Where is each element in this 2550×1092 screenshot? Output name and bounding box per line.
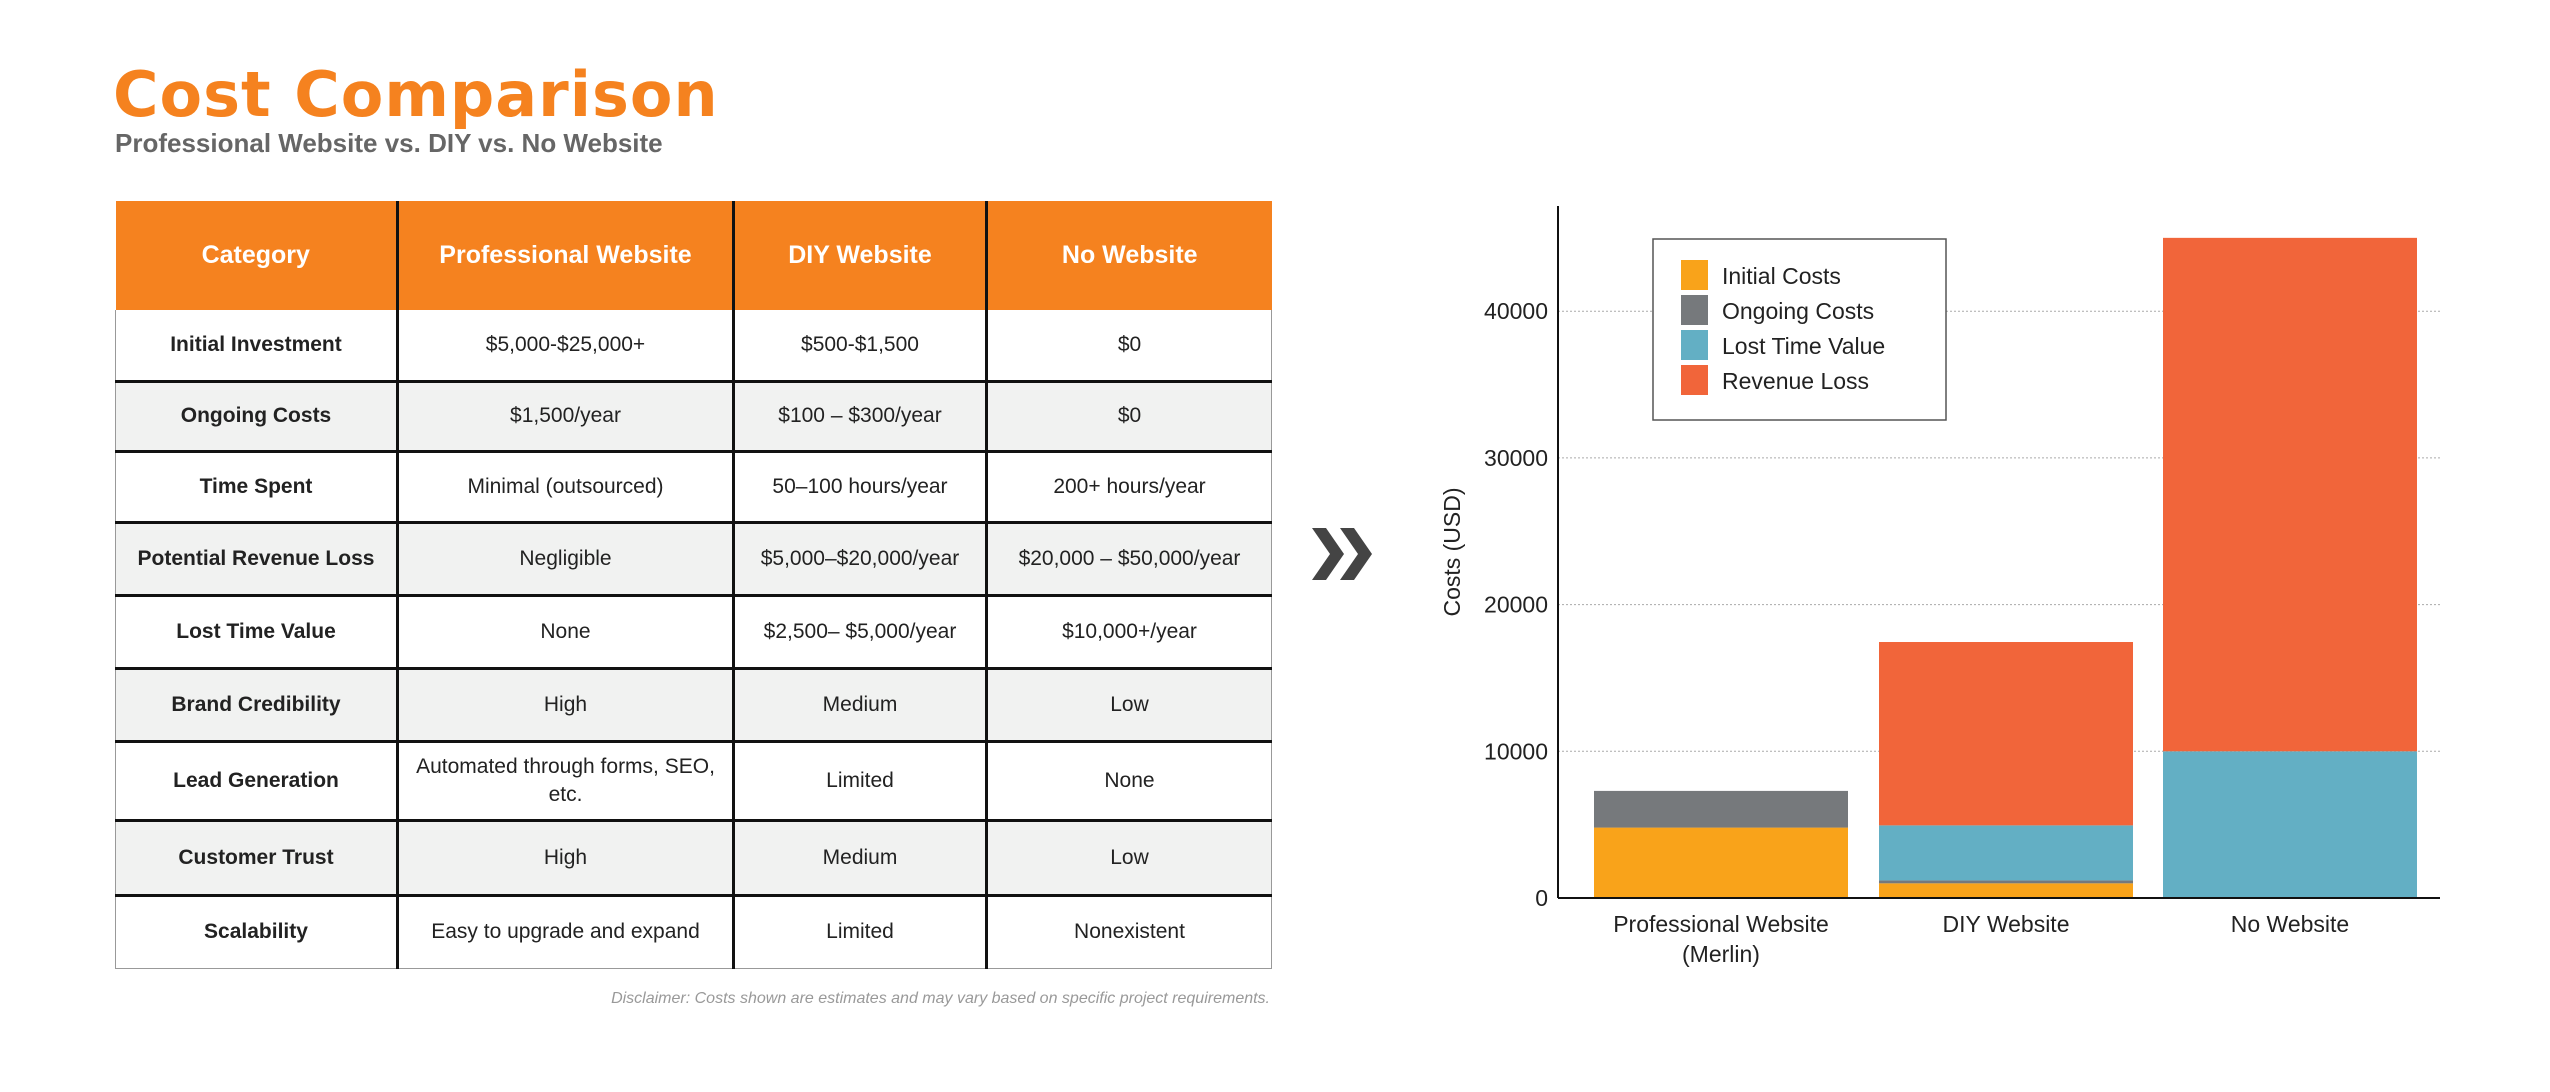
row-category: Potential Revenue Loss bbox=[115, 522, 399, 597]
table-cell: $100 – $300/year bbox=[732, 381, 988, 453]
table-cell: $20,000 – $50,000/year bbox=[985, 522, 1272, 597]
row-category: Time Spent bbox=[115, 451, 399, 524]
table-cell: High bbox=[396, 668, 735, 743]
table-cell: $2,500– $5,000/year bbox=[732, 595, 988, 670]
page-subtitle: Professional Website vs. DIY vs. No Webs… bbox=[115, 128, 663, 158]
double-chevron-right-icon bbox=[1312, 528, 1372, 580]
table-row: Initial Investment $5,000-$25,000+ $500-$1… bbox=[115, 310, 1272, 383]
column-header: DIY Website bbox=[732, 201, 987, 310]
table-row: Customer Trust High Medium Low bbox=[115, 820, 1272, 897]
column-header: No Website bbox=[985, 201, 1272, 310]
table-cell: $500-$1,500 bbox=[732, 310, 988, 383]
y-tick-label: 10000 bbox=[1484, 738, 1548, 764]
table-row: Lead Generation Automated through forms, … bbox=[115, 741, 1272, 822]
table-cell: Minimal (outsourced) bbox=[396, 451, 735, 524]
legend-label: Ongoing Costs bbox=[1722, 298, 1874, 324]
table-cell: 50–100 hours/year bbox=[732, 451, 988, 524]
y-tick-label: 40000 bbox=[1484, 298, 1548, 324]
column-header: Category bbox=[115, 201, 398, 310]
row-category: Ongoing Costs bbox=[115, 381, 399, 453]
table-cell: $5,000–$20,000/year bbox=[732, 522, 988, 597]
legend-label: Revenue Loss bbox=[1722, 368, 1869, 394]
x-tick-label: Professional Website bbox=[1613, 911, 1829, 937]
row-category: Customer Trust bbox=[115, 820, 399, 897]
table-cell: Medium bbox=[732, 668, 988, 743]
table-cell: None bbox=[985, 741, 1272, 822]
bar-segment-initial-costs bbox=[1879, 883, 2133, 898]
table-cell: $0 bbox=[985, 381, 1272, 453]
row-category: Lead Generation bbox=[115, 741, 399, 822]
legend-swatch bbox=[1681, 330, 1708, 360]
table-cell: Negligible bbox=[396, 522, 735, 597]
legend-label: Initial Costs bbox=[1722, 263, 1841, 289]
table-cell: Automated through forms, SEO, etc. bbox=[396, 741, 735, 822]
y-tick-label: 20000 bbox=[1484, 592, 1548, 618]
x-tick-label: DIY Website bbox=[1943, 911, 2070, 937]
bar-segment-revenue-loss bbox=[1879, 642, 2133, 826]
comparison-table: Category Professional Website DIY Website N… bbox=[115, 201, 1272, 969]
table-cell: Easy to upgrade and expand bbox=[396, 895, 735, 969]
table-cell: Limited bbox=[732, 895, 988, 969]
table-cell: $0 bbox=[985, 310, 1272, 383]
x-tick-label: No Website bbox=[2231, 911, 2349, 937]
table-row: Brand Credibility High Medium Low bbox=[115, 668, 1272, 743]
legend-swatch bbox=[1681, 295, 1708, 325]
bar-segment-lost-time-value bbox=[1879, 825, 2133, 881]
table-cell: Limited bbox=[732, 741, 988, 822]
legend-label: Lost Time Value bbox=[1722, 333, 1885, 359]
row-category: Lost Time Value bbox=[115, 595, 399, 670]
bar-segment-revenue-loss bbox=[2163, 237, 2417, 752]
table-cell: $1,500/year bbox=[396, 381, 735, 453]
legend-swatch bbox=[1681, 365, 1708, 395]
bar-segment-lost-time-value bbox=[2163, 751, 2417, 898]
bar-segment-ongoing-costs bbox=[1879, 880, 2133, 884]
legend-swatch bbox=[1681, 260, 1708, 290]
bar-segment-initial-costs bbox=[1594, 827, 1848, 898]
table-cell: Nonexistent bbox=[985, 895, 1272, 969]
disclaimer: Disclaimer: Costs shown are estimates an… bbox=[611, 990, 1270, 1007]
row-category: Scalability bbox=[115, 895, 399, 969]
column-header: Professional Website bbox=[396, 201, 734, 310]
table-row: Scalability Easy to upgrade and expand Lim… bbox=[115, 895, 1272, 969]
row-category: Brand Credibility bbox=[115, 668, 399, 743]
header-row: Category Professional Website DIY Website N… bbox=[115, 201, 1272, 310]
table-row: Lost Time Value None $2,500– $5,000/year $1… bbox=[115, 595, 1272, 670]
page-title: Cost Comparison bbox=[113, 58, 719, 131]
table-cell: Low bbox=[985, 820, 1272, 897]
x-tick-label: (Merlin) bbox=[1682, 941, 1760, 967]
table-cell: High bbox=[396, 820, 735, 897]
table-row: Potential Revenue Loss Negligible $5,000–$… bbox=[115, 522, 1272, 597]
table-row: Time Spent Minimal (outsourced) 50–100 hou… bbox=[115, 451, 1272, 524]
y-axis-label: Costs (USD) bbox=[1439, 487, 1465, 616]
y-tick-label: 0 bbox=[1535, 885, 1548, 911]
table-cell: 200+ hours/year bbox=[985, 451, 1272, 524]
table-cell: $10,000+/year bbox=[985, 595, 1272, 670]
table-cell: $5,000-$25,000+ bbox=[396, 310, 735, 383]
row-category: Initial Investment bbox=[115, 310, 399, 383]
bar-segment-ongoing-costs bbox=[1594, 790, 1848, 828]
y-tick-label: 30000 bbox=[1484, 445, 1548, 471]
table-cell: None bbox=[396, 595, 735, 670]
table-cell: Medium bbox=[732, 820, 988, 897]
table-row: Ongoing Costs $1,500/year $100 – $300/year… bbox=[115, 381, 1272, 453]
table-cell: Low bbox=[985, 668, 1272, 743]
